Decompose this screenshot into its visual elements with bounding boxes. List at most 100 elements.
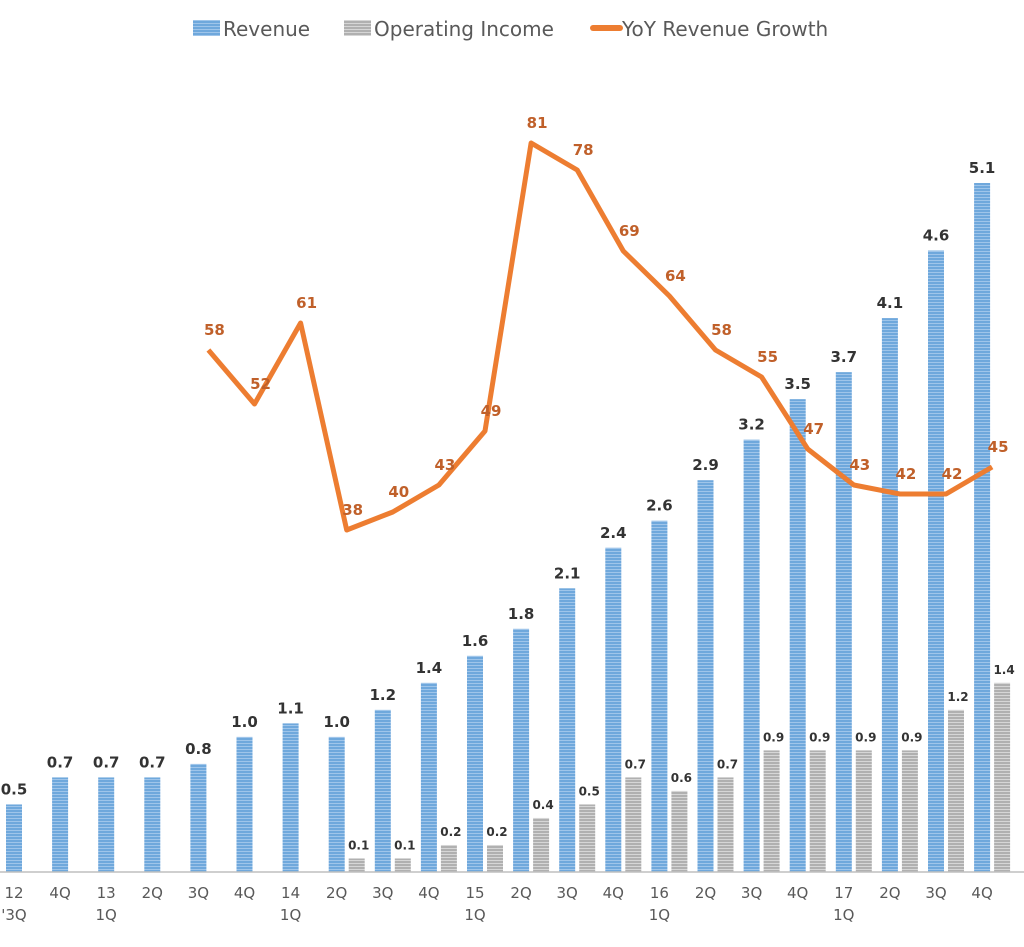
x-tick-label-sub: 1Q [280, 906, 301, 924]
revenue-bar [697, 480, 714, 872]
legend-operating-income: Operating Income [374, 17, 554, 41]
revenue-bar [605, 547, 622, 872]
x-tick-label: 3Q [925, 884, 946, 902]
yoy-label: 47 [803, 420, 824, 438]
yoy-label: 58 [711, 321, 732, 339]
x-tick-label: 4Q [418, 884, 439, 902]
operating-income-label: 0.2 [440, 825, 461, 839]
revenue-bar [835, 372, 852, 872]
x-tick-label: 4Q [234, 884, 255, 902]
revenue-bar [282, 723, 299, 872]
revenue-label: 0.8 [185, 740, 212, 758]
yoy-label: 42 [942, 465, 963, 483]
operating-income-label: 0.9 [809, 730, 830, 744]
legend: Revenue Operating Income YoY Revenue Growt… [193, 17, 828, 41]
operating-income-bar [487, 844, 503, 872]
revenue-bar [928, 250, 944, 873]
yoy-label: 78 [573, 141, 594, 159]
x-tick-label: 13 [97, 884, 116, 902]
x-tick-label-sub: 1Q [96, 906, 117, 924]
operating-income-label: 0.9 [855, 730, 876, 744]
revenue-label: 2.9 [692, 456, 719, 474]
x-tick-label: 2Q [510, 884, 531, 902]
revenue-label: 0.7 [139, 753, 166, 771]
x-tick-label-sub: '3Q [1, 906, 26, 924]
x-tick-label: 2Q [326, 884, 347, 902]
x-tick-label: 12 [4, 884, 23, 902]
x-tick-label: 17 [834, 884, 853, 902]
x-tick-label: 3Q [741, 884, 762, 902]
revenue-bar [374, 709, 391, 872]
revenue-bar [6, 804, 22, 872]
revenue-label: 1.0 [231, 713, 258, 731]
operating-income-label: 0.7 [717, 757, 738, 771]
operating-income-bar [994, 682, 1011, 872]
revenue-bar [651, 520, 668, 872]
operating-income-bar [533, 817, 550, 872]
revenue-bar [743, 439, 760, 872]
revenue-label: 0.5 [1, 780, 28, 798]
revenue-label: 3.7 [831, 348, 858, 366]
yoy-label: 38 [342, 501, 363, 519]
x-tick-label: 16 [650, 884, 669, 902]
operating-income-label: 1.4 [993, 663, 1014, 677]
revenue-label: 0.7 [93, 753, 120, 771]
revenue-label: 1.0 [323, 713, 350, 731]
revenue-bar [974, 183, 991, 872]
revenue-label: 1.1 [277, 699, 304, 717]
x-tick-label-sub: 1Q [464, 906, 485, 924]
revenue-label: 2.6 [646, 497, 673, 515]
revenue-bar [420, 682, 437, 872]
x-tick-label: 3Q [188, 884, 209, 902]
revenue-bar [881, 318, 898, 873]
revenue-bar [559, 588, 576, 872]
legend-revenue: Revenue [223, 17, 310, 41]
operating-income-label: 1.2 [947, 690, 968, 704]
yoy-label: 52 [250, 375, 271, 393]
revenue-label: 3.2 [738, 416, 765, 434]
x-tick-label: 3Q [372, 884, 393, 902]
operating-income-bar [579, 804, 596, 872]
yoy-label: 81 [527, 114, 548, 132]
operating-income-label: 0.9 [901, 730, 922, 744]
operating-income-bar [809, 750, 826, 872]
yoy-label: 43 [849, 456, 870, 474]
yoy-label: 45 [988, 438, 1009, 456]
revenue-bar [513, 628, 530, 872]
revenue-bar [236, 736, 253, 872]
operating-income-label: 0.6 [671, 771, 692, 785]
operating-income-bar [855, 750, 872, 872]
revenue-label: 1.6 [462, 632, 489, 650]
yoy-label: 42 [895, 465, 916, 483]
revenue-bar [144, 777, 161, 872]
operating-income-label: 0.7 [625, 757, 646, 771]
operating-income-bar [348, 858, 365, 872]
x-tick-label: 4Q [603, 884, 624, 902]
operating-income-bar [901, 750, 918, 872]
operating-income-label: 0.1 [348, 838, 369, 852]
yoy-label: 69 [619, 222, 640, 240]
revenue-label: 1.8 [508, 605, 535, 623]
revenue-label: 2.4 [600, 524, 627, 542]
x-tick-label: 4Q [787, 884, 808, 902]
x-tick-label: 14 [281, 884, 300, 902]
x-tick-label: 3Q [557, 884, 578, 902]
x-tick-label: 2Q [695, 884, 716, 902]
x-tick-label-sub: 1Q [833, 906, 854, 924]
x-tick-label: 2Q [879, 884, 900, 902]
revenue-label: 1.4 [416, 659, 443, 677]
yoy-label: 43 [434, 456, 455, 474]
revenue-label: 2.1 [554, 564, 581, 582]
operating-income-label: 0.1 [394, 838, 415, 852]
x-tick-label-sub: 1Q [649, 906, 670, 924]
yoy-label: 58 [204, 321, 225, 339]
operating-income-bar [671, 790, 688, 872]
revenue-bar [190, 763, 207, 872]
legend-yoy-growth: YoY Revenue Growth [621, 17, 828, 41]
operating-income-bar [763, 750, 780, 872]
operating-income-label: 0.2 [486, 825, 507, 839]
legend-operating-income-swatch [344, 20, 371, 36]
yoy-growth-line [206, 140, 994, 533]
revenue-label: 5.1 [969, 159, 996, 177]
operating-income-bar [625, 777, 642, 872]
